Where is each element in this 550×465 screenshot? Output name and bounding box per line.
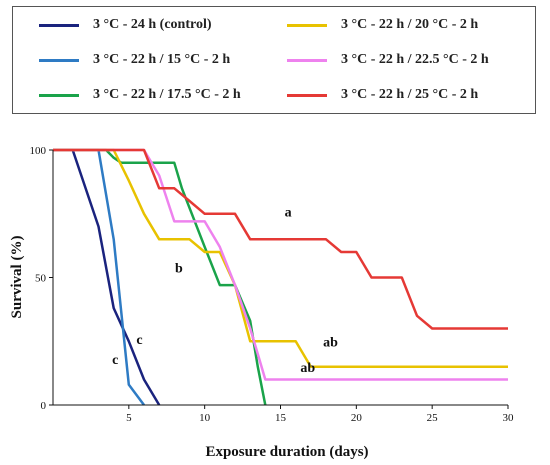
legend-label: 3 °C - 22 h / 15 °C - 2 h — [93, 52, 231, 67]
legend-swatch — [287, 93, 327, 97]
series-layer — [53, 148, 508, 406]
legend-label: 3 °C - 24 h (control) — [93, 17, 212, 32]
y-tick-label: 50 — [35, 273, 47, 285]
legend-item-17-5c: 3 °C - 22 h / 17.5 °C - 2 h — [39, 85, 241, 105]
legend-item-25c: 3 °C - 22 h / 25 °C - 2 h — [287, 85, 478, 105]
axes: 5 10 15 20 25 30 0 50 100 — [30, 145, 515, 424]
series-line-5 — [53, 148, 508, 330]
legend-swatch — [287, 23, 327, 27]
annotation-label-2: ab — [323, 335, 338, 350]
annotation-label-4: c — [136, 333, 142, 348]
legend-label: 3 °C - 22 h / 20 °C - 2 h — [341, 17, 479, 32]
x-axis-title: Exposure duration (days) — [205, 444, 368, 460]
x-tick-label: 10 — [199, 412, 211, 424]
y-tick-label: 100 — [30, 145, 47, 157]
x-tick-label: 15 — [275, 412, 287, 424]
y-axis-title: Survival (%) — [9, 236, 25, 319]
legend-swatch — [39, 93, 79, 97]
legend-label: 3 °C - 22 h / 22.5 °C - 2 h — [341, 52, 489, 67]
series-line-1 — [53, 148, 146, 406]
legend: 3 °C - 24 h (control) 3 °C - 22 h / 15 °… — [12, 6, 536, 114]
annotation-label-3: ab — [300, 361, 315, 376]
x-tick-label: 30 — [503, 412, 515, 424]
x-tick-label: 25 — [427, 412, 439, 424]
series-line-4 — [53, 148, 508, 381]
legend-item-22-5c: 3 °C - 22 h / 22.5 °C - 2 h — [287, 50, 489, 70]
legend-label: 3 °C - 22 h / 17.5 °C - 2 h — [93, 87, 241, 102]
legend-swatch — [39, 23, 79, 27]
legend-label: 3 °C - 22 h / 25 °C - 2 h — [341, 87, 479, 102]
x-tick-label: 20 — [351, 412, 363, 424]
annotation-label-0: a — [285, 205, 292, 220]
x-tick-label: 5 — [126, 412, 132, 424]
series-line-3 — [53, 148, 508, 369]
legend-item-control: 3 °C - 24 h (control) — [39, 15, 212, 35]
annotation-label-5: c — [112, 353, 118, 368]
legend-item-20c: 3 °C - 22 h / 20 °C - 2 h — [287, 15, 478, 35]
legend-swatch — [39, 58, 79, 62]
legend-item-15c: 3 °C - 22 h / 15 °C - 2 h — [39, 50, 230, 70]
y-tick-label: 0 — [41, 400, 47, 412]
annotation-label-1: b — [175, 261, 183, 276]
legend-swatch — [287, 58, 327, 62]
